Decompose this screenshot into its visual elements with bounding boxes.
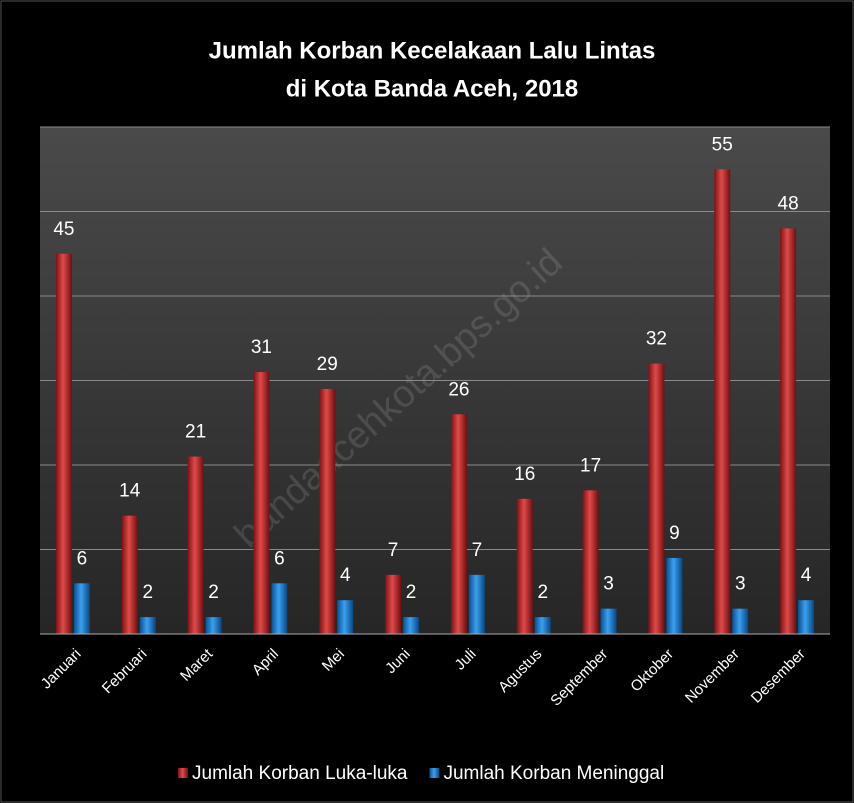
data-label: 45 — [53, 219, 74, 240]
bar — [468, 574, 485, 634]
data-label: 14 — [119, 481, 141, 502]
data-label: 4 — [801, 565, 812, 586]
data-label: 29 — [317, 354, 338, 375]
bar — [205, 617, 222, 634]
bar — [385, 574, 402, 634]
data-label: 2 — [406, 582, 417, 603]
bar — [73, 583, 90, 634]
bar — [732, 608, 749, 634]
bar — [319, 388, 336, 634]
chart-title: Jumlah Korban Kecelakaan Lalu Lintas — [209, 37, 656, 64]
bar — [253, 372, 270, 634]
data-label: 7 — [388, 540, 399, 561]
legend-label: Jumlah Korban Luka-luka — [192, 763, 408, 784]
data-label: 2 — [208, 582, 219, 603]
bar — [666, 557, 683, 634]
bar — [187, 456, 204, 634]
data-label: 48 — [778, 193, 799, 214]
data-label: 2 — [142, 582, 153, 603]
bar — [648, 363, 665, 634]
data-label: 26 — [448, 379, 469, 400]
bar — [337, 600, 354, 634]
bar — [600, 608, 617, 634]
bar — [55, 253, 72, 634]
bar — [450, 414, 467, 634]
data-label: 3 — [603, 574, 614, 595]
legend-swatch — [429, 768, 440, 778]
data-label: 2 — [537, 582, 548, 603]
data-label: 16 — [514, 464, 535, 485]
chart-title: di Kota Banda Aceh, 2018 — [286, 75, 579, 102]
bar — [403, 617, 420, 634]
bar — [121, 515, 138, 634]
data-label: 6 — [274, 548, 285, 569]
bar — [534, 617, 551, 634]
bar — [714, 169, 731, 634]
data-label: 3 — [735, 574, 746, 595]
bar — [271, 583, 288, 634]
bar — [139, 617, 156, 634]
bar — [516, 498, 533, 634]
legend-label: Jumlah Korban Meninggal — [443, 763, 664, 784]
data-label: 21 — [185, 422, 206, 443]
data-label: 55 — [712, 134, 733, 155]
data-label: 7 — [472, 540, 483, 561]
data-label: 6 — [77, 548, 88, 569]
data-label: 4 — [340, 565, 351, 586]
bar — [582, 490, 599, 634]
bar — [780, 228, 797, 634]
data-label: 17 — [580, 455, 601, 476]
bar — [798, 600, 815, 634]
data-label: 31 — [251, 337, 272, 358]
legend-swatch — [178, 768, 188, 778]
data-label: 9 — [669, 523, 680, 544]
data-label: 32 — [646, 329, 667, 350]
